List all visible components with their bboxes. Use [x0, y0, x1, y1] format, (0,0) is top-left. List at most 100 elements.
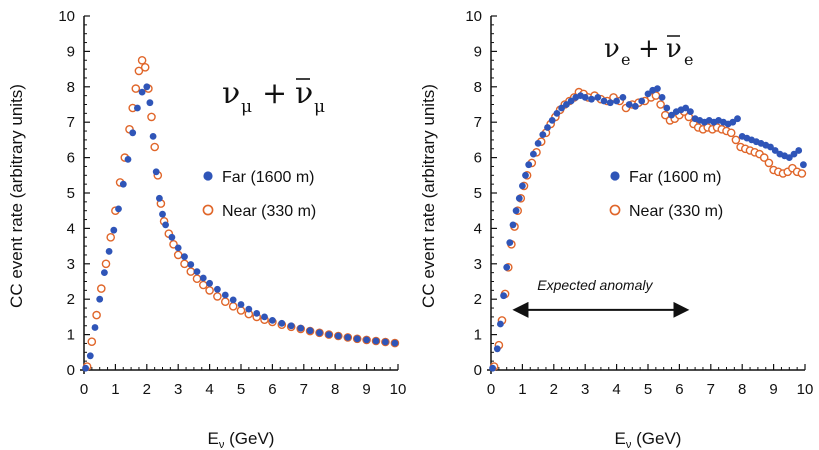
- chart-nue: CC event rate (arbitrary units) Eν (GeV)…: [419, 8, 813, 450]
- axes: [487, 16, 805, 374]
- near-point: [173, 250, 183, 260]
- y-tick-label: 1: [67, 327, 75, 344]
- far-point: [771, 147, 779, 154]
- y-tick-label: 4: [474, 220, 482, 237]
- ticks: 0 1 2 3 4 5 6 7 8 9 10 0 1 2 3 4 5 6 7 8 9 10: [465, 8, 813, 398]
- far-point: [515, 194, 523, 202]
- far-point: [548, 117, 556, 124]
- near-point: [106, 232, 115, 242]
- far-point: [156, 194, 163, 202]
- x-tick-label: 8: [331, 381, 339, 398]
- legend-label: Far (1600 m): [629, 169, 721, 186]
- y-tick-label: 5: [474, 185, 482, 202]
- far-point: [594, 94, 602, 101]
- annotation: Expected anomaly: [512, 277, 690, 318]
- far-point: [245, 305, 253, 313]
- y-tick-label: 1: [474, 327, 482, 344]
- far-point: [124, 156, 132, 163]
- near-point: [180, 259, 189, 269]
- far-point: [138, 88, 146, 96]
- far-point: [785, 154, 793, 162]
- x-tick-label: 2: [143, 381, 151, 398]
- near-point: [101, 259, 111, 269]
- far-point: [363, 336, 370, 344]
- formula-nu: ν: [604, 34, 620, 64]
- far-point: [115, 205, 122, 213]
- far-point: [168, 233, 176, 241]
- x-tick-label: 4: [205, 381, 213, 398]
- far-point: [544, 124, 551, 131]
- y-tick-label: 0: [474, 362, 482, 379]
- far-point: [638, 97, 646, 105]
- far-point: [206, 279, 214, 287]
- far-point: [325, 331, 333, 338]
- legend-marker: [610, 171, 620, 181]
- x-tick-label: 0: [80, 381, 88, 398]
- y-tick-label: 3: [474, 256, 482, 273]
- far-point: [162, 221, 170, 229]
- far-point: [253, 310, 261, 317]
- far-point: [297, 324, 305, 332]
- far-point: [619, 94, 627, 101]
- near-point: [236, 306, 246, 315]
- far-point: [613, 97, 620, 105]
- legend-marker: [202, 204, 214, 216]
- near-point: [198, 280, 208, 290]
- near-point: [140, 63, 150, 72]
- data-points: [82, 56, 400, 372]
- far-point: [110, 226, 118, 234]
- far-point: [261, 313, 268, 321]
- far-point: [534, 140, 542, 147]
- near-point: [134, 66, 144, 76]
- near-point: [131, 84, 141, 93]
- y-tick-label: 8: [67, 79, 75, 96]
- y-tick-label: 3: [67, 256, 75, 273]
- y-axis-title: CC event rate (arbitrary units): [419, 84, 438, 308]
- far-point: [663, 104, 671, 112]
- formula-plus: +: [262, 76, 287, 111]
- far-point: [687, 108, 694, 115]
- far-point: [146, 99, 154, 107]
- y-tick-label: 5: [67, 185, 75, 202]
- far-point: [503, 263, 511, 271]
- far-point: [581, 94, 589, 101]
- far-point: [525, 161, 533, 169]
- far-point: [221, 291, 229, 299]
- far-point: [734, 115, 741, 123]
- far-point: [512, 207, 520, 215]
- y-tick-label: 2: [67, 291, 75, 308]
- far-point: [519, 182, 526, 190]
- legend-label: Far (1600 m): [222, 169, 314, 186]
- formula-antinu: ν: [666, 34, 682, 64]
- y-tick-label: 2: [474, 291, 482, 308]
- far-point: [143, 83, 151, 91]
- near-point: [147, 112, 156, 122]
- y-tick-label: 7: [474, 114, 482, 131]
- formula: ν e + ν e: [604, 34, 693, 69]
- formula-nu: ν: [222, 76, 240, 111]
- near-point: [220, 297, 230, 307]
- far-point: [149, 133, 157, 140]
- far-point: [500, 292, 507, 300]
- x-tick-label: 6: [268, 381, 276, 398]
- near-point: [192, 274, 202, 284]
- x-axis-title: Eν (GeV): [615, 429, 682, 450]
- x-axis-title: Eν (GeV): [208, 429, 275, 450]
- y-tick-label: 9: [67, 43, 75, 60]
- far-point: [229, 296, 237, 304]
- y-tick-label: 10: [58, 8, 75, 25]
- chart-numu: CC event rate (arbitrary units) Eν (GeV)…: [7, 8, 406, 450]
- far-point: [372, 337, 380, 345]
- x-axis-title-unit: (GeV): [224, 429, 274, 448]
- far-point: [729, 118, 737, 126]
- y-tick-label: 6: [474, 150, 482, 167]
- x-axis-title-sub: ν: [219, 439, 225, 450]
- far-point: [790, 150, 798, 158]
- near-point: [137, 56, 147, 65]
- far-point: [567, 97, 575, 105]
- far-point: [506, 239, 514, 247]
- x-tick-label: 3: [174, 381, 182, 398]
- formula-nu-sub: μ: [241, 97, 252, 117]
- far-point: [134, 104, 141, 112]
- formula-nu-sub: e: [621, 50, 630, 69]
